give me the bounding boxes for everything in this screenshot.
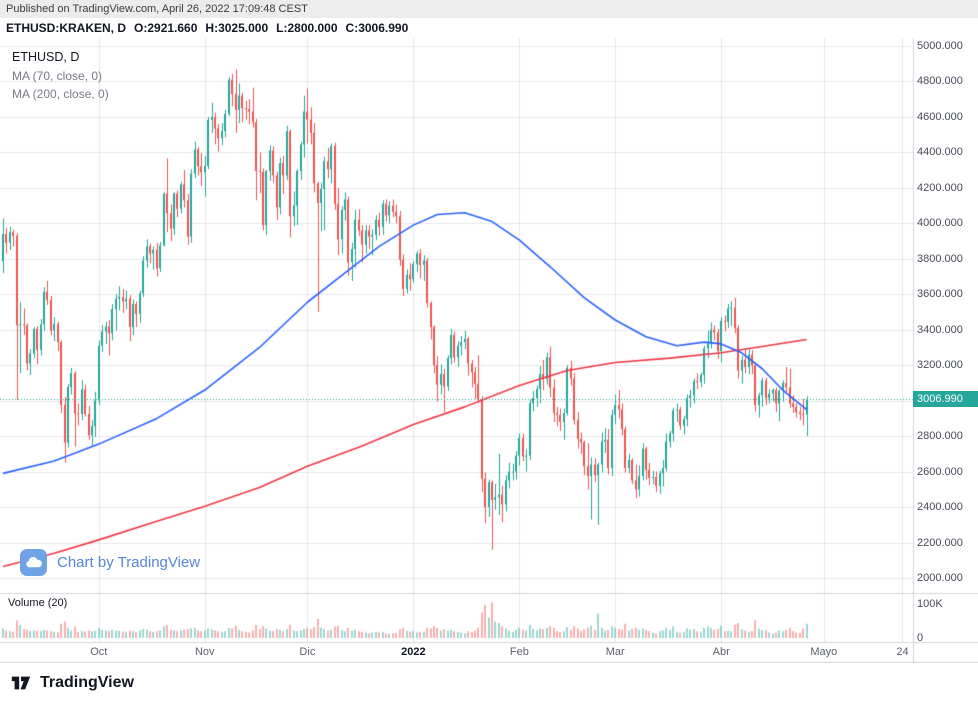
- legend-symbol: ETHUSD, D: [12, 50, 80, 64]
- legend-ma200: MA (200, close, 0): [12, 87, 109, 101]
- published-bar: Published on TradingView.com, April 26, …: [0, 0, 978, 18]
- time-axis-label: 2022: [401, 646, 426, 658]
- time-axis-label: Oct: [90, 646, 108, 658]
- price-axis-label: 2400.000: [917, 501, 963, 514]
- price-axis-label: 2000.000: [917, 572, 963, 584]
- tradingview-brand[interactable]: TradingView: [40, 673, 134, 691]
- last-price-badge: 3006.990: [913, 391, 978, 408]
- price-axis-label: 3600.000: [917, 288, 963, 301]
- price-axis-label: 3400.000: [917, 323, 963, 336]
- price-axis-label: 2800.000: [917, 430, 963, 443]
- tradingview-watermark-link[interactable]: Chart by TradingView: [20, 549, 200, 576]
- ohlc-high: H:3025.000: [205, 21, 269, 35]
- watermark-text: Chart by TradingView: [57, 554, 201, 571]
- price-axis-label: 3800.000: [917, 252, 963, 265]
- time-axis-label: Abr: [712, 646, 730, 658]
- price-axis-label: 2200.000: [917, 536, 963, 549]
- price-axis-label: 3200.000: [917, 359, 963, 372]
- price-axis-label: 5000.000: [917, 40, 963, 52]
- time-axis-label: Mayo: [810, 646, 838, 658]
- ohlc-open: O:2921.660: [134, 21, 198, 35]
- time-axis-label: Dic: [299, 646, 316, 658]
- price-axis-label: 4200.000: [917, 181, 963, 194]
- price-axis-label: 4400.000: [917, 146, 963, 159]
- footer: TradingView: [0, 663, 978, 702]
- volume-axis-label: 0: [917, 632, 924, 644]
- symbol-name: ETHUSD:KRAKEN, D: [6, 21, 126, 35]
- price-axis-label: 4600.000: [917, 110, 963, 123]
- chart-area: ETHUSD, D MA (70, close, 0) MA (200, clo…: [0, 38, 978, 663]
- ohlc-close: C:3006.990: [345, 21, 409, 35]
- time-axis-label: Mar: [605, 646, 625, 658]
- price-axis: 3006.990 5000.000 4800.000 4600.000 4400.00…: [913, 38, 978, 663]
- symbol-ohlc-bar: ETHUSD:KRAKEN, D O:2921.660 H:3025.000 L…: [0, 18, 978, 38]
- chart-legend: ETHUSD, D MA (70, close, 0) MA (200, clo…: [12, 48, 109, 103]
- tradingview-logo-icon[interactable]: [10, 672, 32, 694]
- published-text: Published on TradingView.com, April 26, …: [6, 3, 308, 15]
- price-chart-canvas[interactable]: [0, 38, 978, 663]
- price-axis-label: 2600.000: [917, 465, 963, 478]
- cloud-icon: [20, 549, 47, 576]
- volume-axis-label: 100K: [917, 598, 943, 610]
- ohlc-low: L:2800.000: [276, 21, 338, 35]
- volume-indicator-label: Volume (20): [8, 597, 68, 609]
- time-axis-label: Feb: [509, 646, 529, 658]
- price-axis-label: 4000.000: [917, 217, 963, 230]
- time-axis-label: Nov: [194, 646, 215, 658]
- time-axis-label: 24: [896, 646, 909, 658]
- time-axis: Oct Nov Dic 2022 Feb Mar Abr Mayo 24: [0, 643, 913, 663]
- price-axis-label: 4800.000: [917, 75, 963, 88]
- legend-ma70: MA (70, close, 0): [12, 69, 103, 83]
